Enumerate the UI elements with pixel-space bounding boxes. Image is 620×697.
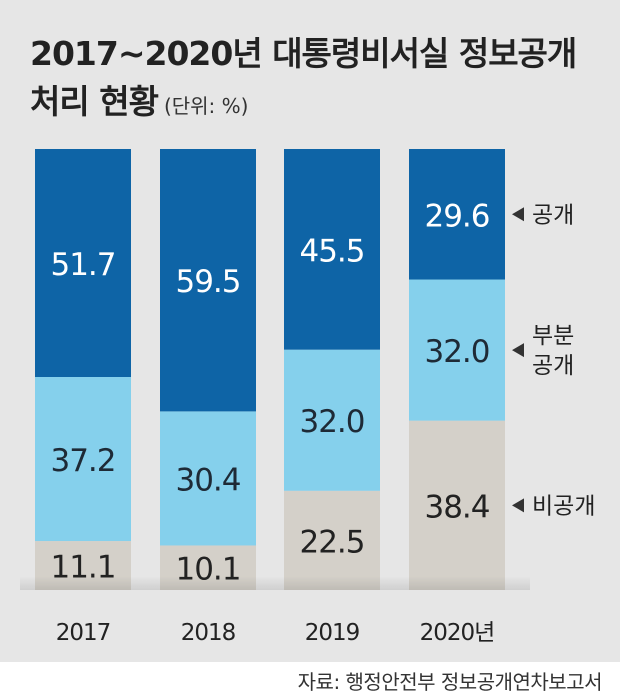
x-axis: 2017 2018 2019 2020년 xyxy=(56,620,496,646)
legend-layer: 비공개 부분 공개 공개 xyxy=(512,202,595,519)
data-label-nonpublic-2018: 10.1 xyxy=(175,552,240,588)
legend-pointer-public xyxy=(512,207,524,222)
data-label-partial-2020년: 32.0 xyxy=(424,334,489,370)
data-label-public-2017: 51.7 xyxy=(50,247,115,283)
data-label-public-2019: 45.5 xyxy=(299,233,364,269)
bar-partial-2018 xyxy=(160,411,256,546)
bar-public-2019 xyxy=(284,149,380,350)
legend-pointer-nonpublic xyxy=(512,498,524,513)
data-label-public-2020년: 29.6 xyxy=(424,198,489,234)
data-label-partial-2018: 30.4 xyxy=(175,462,240,498)
bar-public-2017 xyxy=(35,149,131,377)
data-label-nonpublic-2019: 22.5 xyxy=(299,524,364,560)
stacked-bar-chart: 11.1 37.2 51.7 10.1 30.4 59.5 22.5 32.0 45.5 38.4… xyxy=(20,149,595,646)
x-tick-label-2018: 2018 xyxy=(181,620,236,646)
chart-title: 2017~2020년 대통령비서실 정보공개 처리 현황 (단위: %) xyxy=(30,30,610,130)
x-tick-label-2019: 2019 xyxy=(305,620,360,646)
bar-nonpublic-2019 xyxy=(284,490,380,590)
bar-public-2020년 xyxy=(409,149,505,280)
legend-pointer-partial xyxy=(512,343,524,358)
bars-layer xyxy=(20,149,530,590)
x-tick-label-2020년: 2020년 xyxy=(420,620,495,646)
title-line-1: 2017~2020년 대통령비서실 정보공개 xyxy=(30,34,577,73)
x-tick-label-2017: 2017 xyxy=(56,620,111,646)
legend-label-nonpublic: 비공개 xyxy=(532,493,595,519)
data-label-partial-2019: 32.0 xyxy=(299,404,364,440)
labels-layer: 11.1 37.2 51.7 10.1 30.4 59.5 22.5 32.0 45.5 38.4… xyxy=(50,198,490,588)
bar-partial-2019 xyxy=(284,349,380,491)
source-note: 자료: 행정안전부 정보공개연차보고서 xyxy=(297,670,603,694)
bar-nonpublic-2020년 xyxy=(409,420,505,590)
legend-label-partial: 부분 공개 xyxy=(532,323,574,379)
bar-public-2018 xyxy=(160,149,256,412)
data-label-nonpublic-2020년: 38.4 xyxy=(424,489,489,525)
data-label-partial-2017: 37.2 xyxy=(50,443,115,479)
bar-partial-2020년 xyxy=(409,279,505,421)
data-label-public-2018: 59.5 xyxy=(175,264,240,300)
unit-label: (단위: %) xyxy=(163,94,249,118)
title-line-2-text: 처리 현황 xyxy=(30,82,159,121)
data-label-nonpublic-2017: 11.1 xyxy=(50,550,115,586)
title-line-2: 처리 현황 (단위: %) xyxy=(30,78,610,130)
legend-label-public: 공개 xyxy=(532,202,574,228)
floor-shadow xyxy=(20,576,530,590)
bar-partial-2017 xyxy=(35,376,131,542)
